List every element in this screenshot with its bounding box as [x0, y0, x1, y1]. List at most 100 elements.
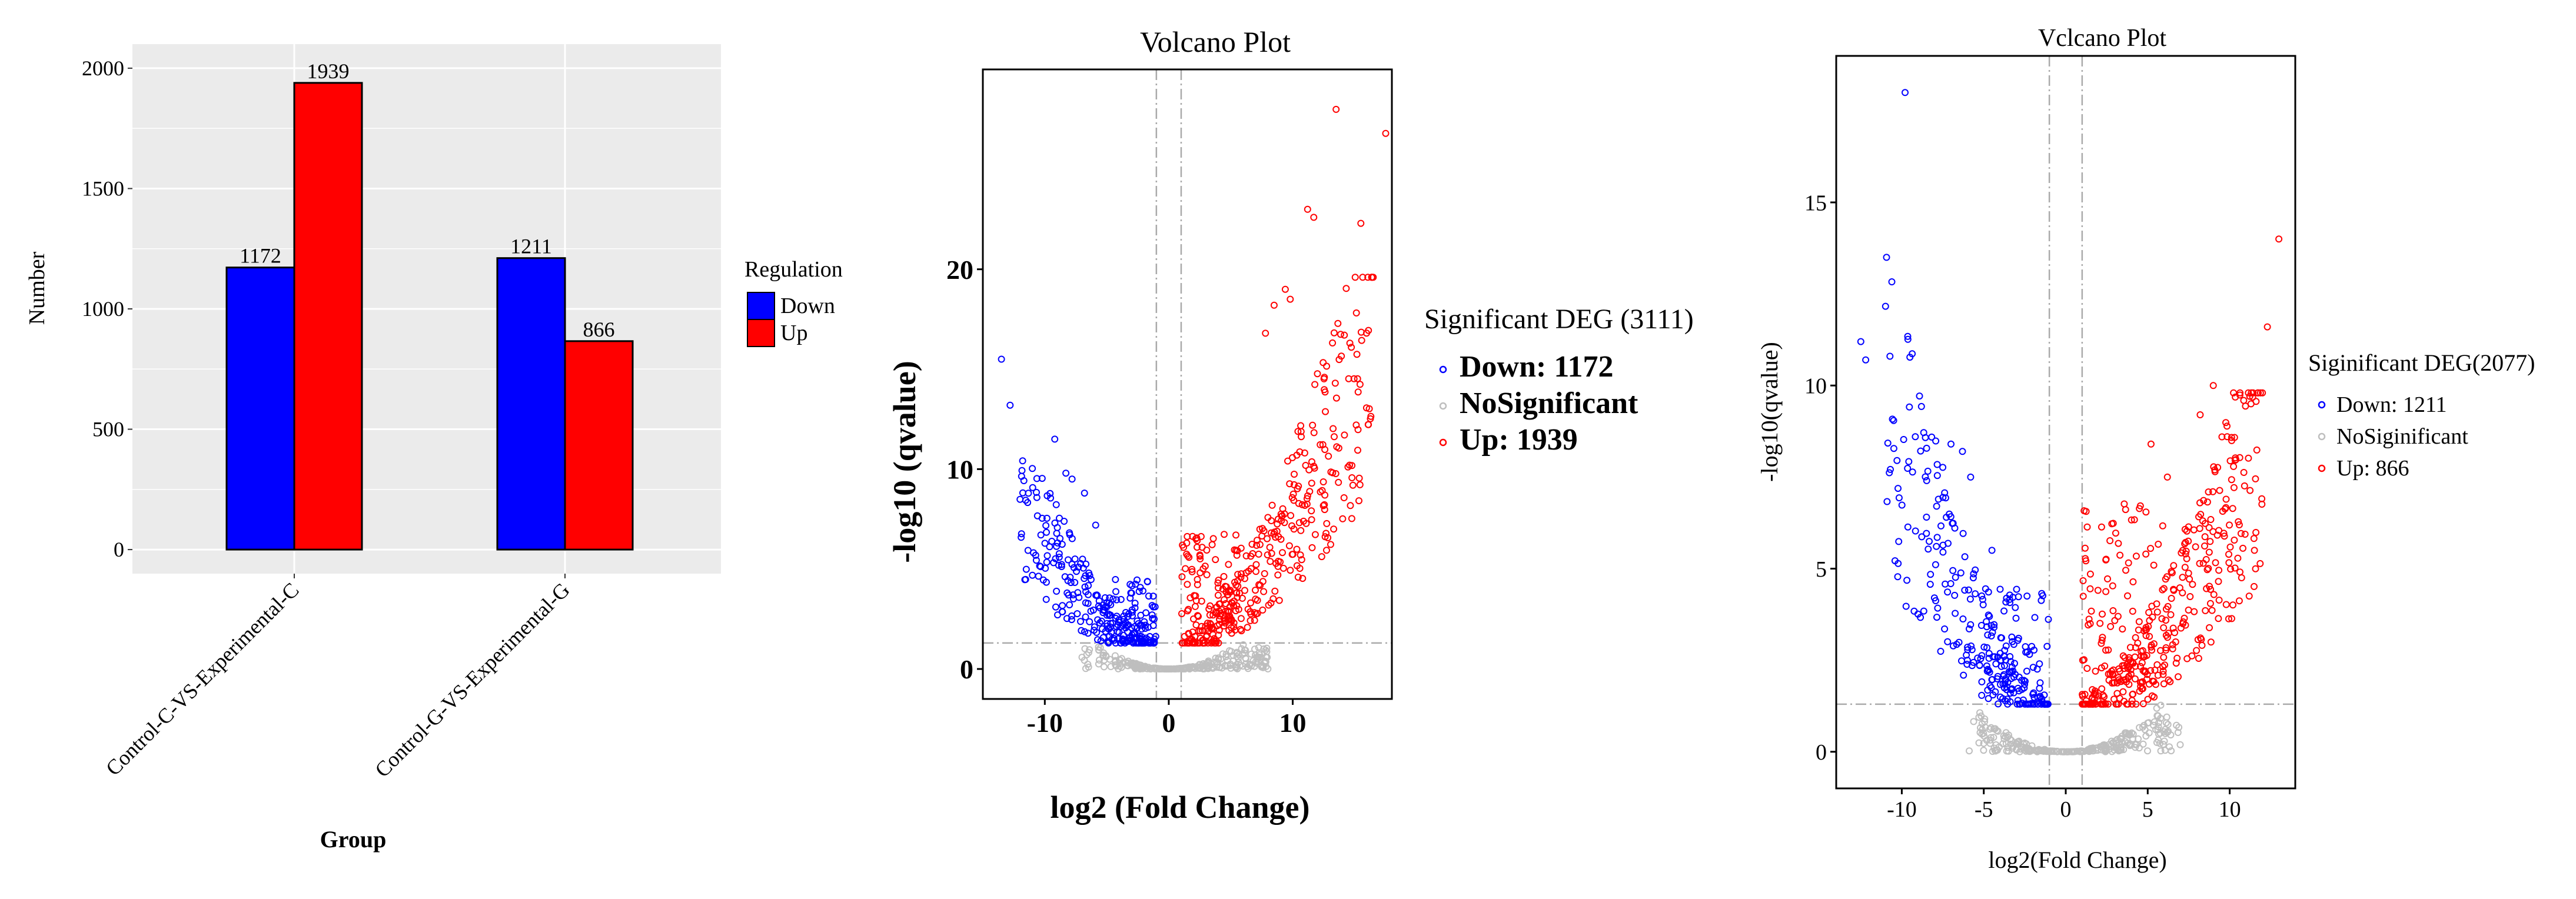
volcano-point-up — [2215, 597, 2223, 604]
volcano-point-up — [2161, 661, 2169, 669]
volcano-point-up — [2152, 681, 2159, 688]
volcano-point-nosig — [1218, 664, 1226, 672]
volcano-point-down — [1131, 623, 1139, 630]
volcano-point-nosig — [2164, 721, 2172, 728]
volcano-point-up — [2081, 691, 2089, 698]
volcano-point-up — [2221, 532, 2228, 540]
volcano-point-nosig — [2009, 744, 2016, 752]
volcano-point-up — [1194, 581, 1201, 588]
volcano-point-up — [1258, 532, 1266, 540]
volcano-point-down — [1958, 657, 1965, 665]
volcano-point-down — [2043, 642, 2051, 650]
volcano-point-down — [1077, 618, 1084, 625]
volcano-point-up — [2240, 469, 2248, 476]
volcano-point-up — [1289, 454, 1296, 461]
volcano-point-down — [1019, 489, 1026, 497]
volcano-point-nosig — [1185, 664, 1193, 671]
volcano-point-down — [1109, 595, 1117, 603]
volcano-point-nosig — [2162, 719, 2170, 727]
volcano-point-up — [1318, 487, 1326, 494]
volcano-point-down — [1883, 498, 1891, 505]
volcano-point-up — [2206, 624, 2213, 631]
volcano-point-up — [1252, 587, 1259, 594]
volcano-point-up — [1290, 497, 1298, 504]
volcano-point-up — [2081, 700, 2089, 708]
volcano-point-up — [2116, 694, 2123, 702]
volcano-x-tick-label: -10 — [1887, 797, 1917, 822]
volcano-point-down — [1033, 494, 1041, 501]
volcano-point-down — [1151, 639, 1158, 647]
volcano-point-up — [1206, 602, 1214, 610]
volcano-point-nosig — [1980, 730, 1987, 737]
volcano-point-up — [2235, 521, 2243, 528]
volcano-point-down — [1917, 447, 1924, 455]
volcano-point-nosig — [2105, 745, 2113, 753]
volcano-point-up — [2246, 487, 2254, 494]
volcano-point-down — [1862, 356, 1870, 364]
volcano-point-up — [2160, 680, 2168, 688]
volcano-point-up — [2232, 454, 2239, 462]
volcano-point-down — [1043, 558, 1051, 566]
volcano-point-down — [1054, 611, 1061, 619]
volcano-point-down — [1992, 660, 2000, 668]
volcano-point-up — [2201, 542, 2208, 550]
volcano-point-up — [1238, 570, 1245, 578]
volcano-point-up — [1214, 591, 1222, 599]
volcano-point-down — [1886, 352, 1894, 360]
volcano-point-up — [1293, 562, 1301, 570]
volcano-point-down — [1969, 574, 1977, 582]
volcano-point-down — [1942, 580, 1949, 588]
volcano-point-down — [1920, 607, 1927, 615]
volcano-point-up — [1184, 532, 1191, 540]
volcano-y-tick-label: 20 — [946, 255, 973, 285]
volcano-point-down — [2015, 593, 2022, 601]
volcano-point-up — [2198, 635, 2205, 643]
volcano1-reference-lines — [983, 69, 1392, 699]
volcano-point-up — [2231, 537, 2238, 544]
volcano-point-up — [2109, 582, 2116, 590]
volcano-point-down — [1932, 597, 1939, 604]
volcano-point-up — [2225, 559, 2233, 567]
volcano-point-down — [1128, 631, 1136, 639]
volcano-point-down — [1933, 502, 1940, 510]
volcano-point-down — [1886, 469, 1893, 477]
volcano-point-down — [1087, 607, 1095, 615]
volcano-point-up — [2129, 607, 2136, 615]
volcano-point-nosig — [2135, 735, 2142, 742]
volcano-point-up — [1260, 588, 1268, 595]
volcano-point-up — [2203, 498, 2211, 506]
volcano-point-up — [1318, 553, 1325, 561]
volcano-point-up — [1317, 441, 1324, 448]
volcano-point-up — [2206, 600, 2214, 607]
volcano-point-up — [2229, 505, 2236, 512]
volcano-point-down — [1134, 576, 1141, 584]
volcano-point-up — [1339, 515, 1347, 522]
volcano-point-up — [1306, 488, 1314, 495]
volcano-point-up — [1348, 474, 1356, 481]
volcano-point-up — [1286, 480, 1294, 488]
volcano-point-down — [1989, 691, 1997, 699]
volcano-point-up — [1304, 205, 1311, 213]
volcano-point-down — [1957, 569, 1965, 577]
volcano-point-up — [1183, 540, 1191, 547]
volcano-point-down — [2009, 594, 2017, 601]
volcano-point-down — [1081, 583, 1089, 591]
volcano-point-up — [2112, 530, 2119, 537]
volcano-point-down — [2012, 614, 2020, 622]
bar-legend-key-down — [747, 292, 775, 320]
volcano-point-up — [1222, 583, 1230, 591]
volcano-point-nosig — [2035, 747, 2042, 754]
volcano-point-up — [2236, 454, 2243, 461]
volcano-point-up — [1310, 214, 1318, 221]
volcano-point-down — [1131, 600, 1139, 607]
volcano1-frame — [982, 68, 1393, 700]
volcano-point-up — [2186, 575, 2193, 583]
volcano-point-nosig — [1966, 747, 1973, 755]
volcano-point-down — [1123, 638, 1130, 645]
volcano-point-up — [2172, 660, 2180, 667]
volcano-point-down — [1022, 575, 1029, 583]
volcano-point-down — [1902, 602, 1910, 610]
volcano-point-up — [1382, 129, 1390, 137]
volcano-point-up — [2130, 516, 2138, 524]
volcano-point-up — [1334, 319, 1342, 327]
